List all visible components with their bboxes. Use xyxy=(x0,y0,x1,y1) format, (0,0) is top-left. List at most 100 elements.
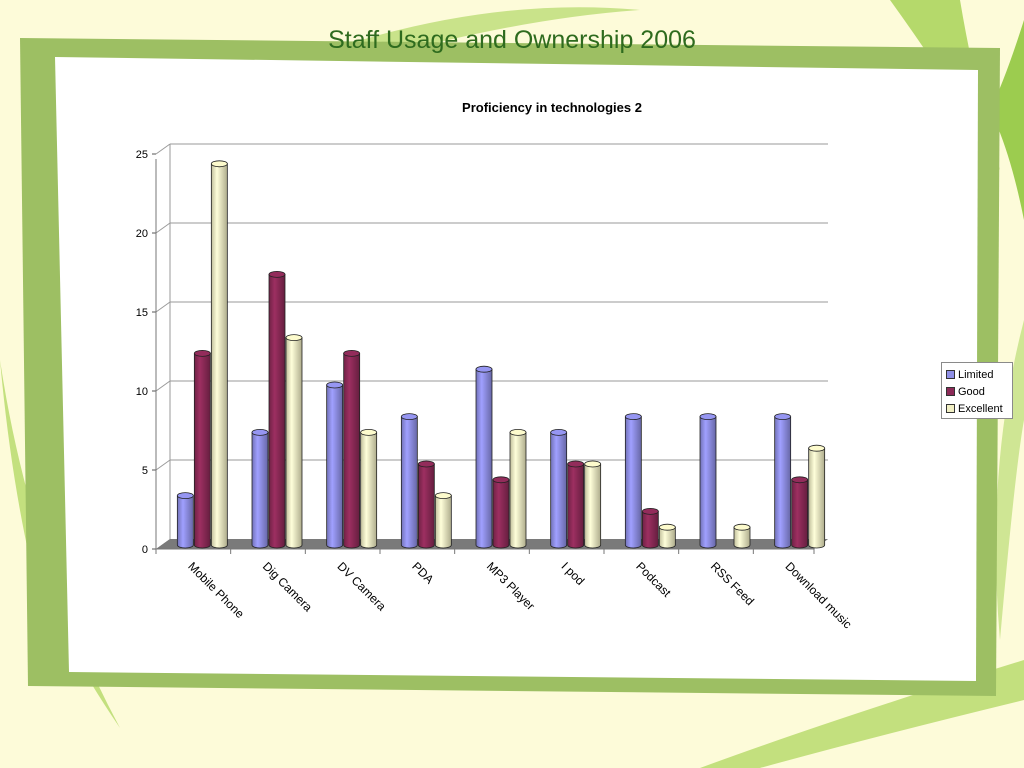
bar-body xyxy=(641,511,659,549)
legend-item-excellent: Excellent xyxy=(946,400,1012,417)
bar-top xyxy=(624,413,642,421)
bar-excellent-download-music xyxy=(808,444,826,549)
gridline-depth xyxy=(155,459,171,471)
bar-body xyxy=(176,495,194,549)
bar-good-dig-camera xyxy=(268,270,286,549)
bar-body xyxy=(699,416,717,549)
bar-body xyxy=(791,479,809,549)
gridline-depth xyxy=(155,143,171,155)
decor-swoosh-right xyxy=(995,320,1024,640)
bar-body xyxy=(400,416,418,549)
legend-item-limited: Limited xyxy=(946,366,1012,383)
x-tick-label: Mobile Phone xyxy=(185,559,247,621)
legend-swatch-limited xyxy=(946,370,955,379)
bar-body xyxy=(417,463,435,549)
bar-good-mobile-phone xyxy=(193,349,211,549)
axes xyxy=(152,153,815,554)
bar-top xyxy=(417,460,435,468)
bar-limited-pda xyxy=(400,413,418,549)
bar-top xyxy=(400,413,418,421)
bar-excellent-pda xyxy=(434,492,452,549)
bar-body xyxy=(326,384,344,549)
bar-top xyxy=(774,413,792,421)
bar-body xyxy=(658,526,676,549)
y-tick-label: 5 xyxy=(142,465,148,477)
bar-excellent-mobile-phone xyxy=(210,160,228,549)
bar-body xyxy=(285,337,303,549)
bar-top xyxy=(584,460,602,468)
bar-body xyxy=(624,416,642,549)
bar-body xyxy=(567,463,585,549)
bar-top xyxy=(699,413,717,421)
bars xyxy=(176,160,826,549)
gridline-depth xyxy=(155,222,171,234)
legend-swatch-excellent xyxy=(946,404,955,413)
y-tick-label: 0 xyxy=(142,544,148,556)
legend-item-good: Good xyxy=(946,383,1012,400)
bar-top xyxy=(567,460,585,468)
chart-title: Proficiency in technologies 2 xyxy=(462,100,642,115)
bar-top xyxy=(509,428,527,436)
bar-body xyxy=(584,463,602,549)
bar-excellent-podcast xyxy=(658,523,676,549)
bar-top xyxy=(193,349,211,357)
bar-body xyxy=(509,432,527,549)
x-tick-label: I pod xyxy=(559,559,588,588)
bar-body xyxy=(475,368,493,549)
bar-top xyxy=(791,476,809,484)
x-tick-label: Dig Camera xyxy=(260,559,315,614)
bar-top xyxy=(641,507,659,515)
bar-top xyxy=(251,428,269,436)
bar-body xyxy=(550,432,568,549)
bar-limited-download-music xyxy=(774,413,792,549)
bar-excellent-i-pod xyxy=(584,460,602,549)
bar-excellent-dig-camera xyxy=(285,334,303,549)
bar-excellent-mp3-player xyxy=(509,428,527,549)
bar-excellent-dv-camera xyxy=(360,428,378,549)
x-tick-label: MP3 Player xyxy=(484,559,538,613)
bar-limited-i-pod xyxy=(550,428,568,549)
y-tick-label: 15 xyxy=(136,307,148,319)
bar-top xyxy=(733,523,751,531)
bar-top xyxy=(176,492,194,500)
bar-limited-dig-camera xyxy=(251,428,269,549)
bar-good-podcast xyxy=(641,507,659,549)
bar-body xyxy=(808,447,826,549)
bar-top xyxy=(268,270,286,278)
bar-top xyxy=(285,334,303,342)
bar-limited-mp3-player xyxy=(475,365,493,549)
legend-label-good: Good xyxy=(958,385,985,398)
bar-top xyxy=(550,428,568,436)
y-tick-label: 20 xyxy=(136,228,148,240)
chart-legend: Limited Good Excellent xyxy=(941,362,1013,419)
bar-body xyxy=(774,416,792,549)
bar-top xyxy=(210,160,228,168)
legend-label-excellent: Excellent xyxy=(958,402,1003,415)
legend-swatch-good xyxy=(946,387,955,396)
gridline-depth xyxy=(155,380,171,392)
legend-label-limited: Limited xyxy=(958,368,994,381)
bar-limited-podcast xyxy=(624,413,642,549)
bar-limited-mobile-phone xyxy=(176,492,194,549)
bar-top xyxy=(434,492,452,500)
bar-body xyxy=(343,353,361,549)
slide-title: Staff Usage and Ownership 2006 xyxy=(328,26,696,54)
x-tick-label: PDA xyxy=(409,559,436,586)
x-tick-label: Podcast xyxy=(633,559,674,600)
bar-good-dv-camera xyxy=(343,349,361,549)
bar-top xyxy=(808,444,826,452)
bar-body xyxy=(210,163,228,549)
bar-body xyxy=(733,526,751,549)
x-tick-label: Download music xyxy=(783,559,855,631)
bar-top xyxy=(475,365,493,373)
bar-good-pda xyxy=(417,460,435,549)
bar-excellent-rss-feed xyxy=(733,523,751,549)
bar-limited-dv-camera xyxy=(326,381,344,549)
bar-top xyxy=(326,381,344,389)
bar-body xyxy=(193,353,211,549)
bar-body xyxy=(268,274,286,549)
bar-body xyxy=(251,432,269,549)
bar-good-mp3-player xyxy=(492,476,510,549)
bar-body xyxy=(434,495,452,549)
